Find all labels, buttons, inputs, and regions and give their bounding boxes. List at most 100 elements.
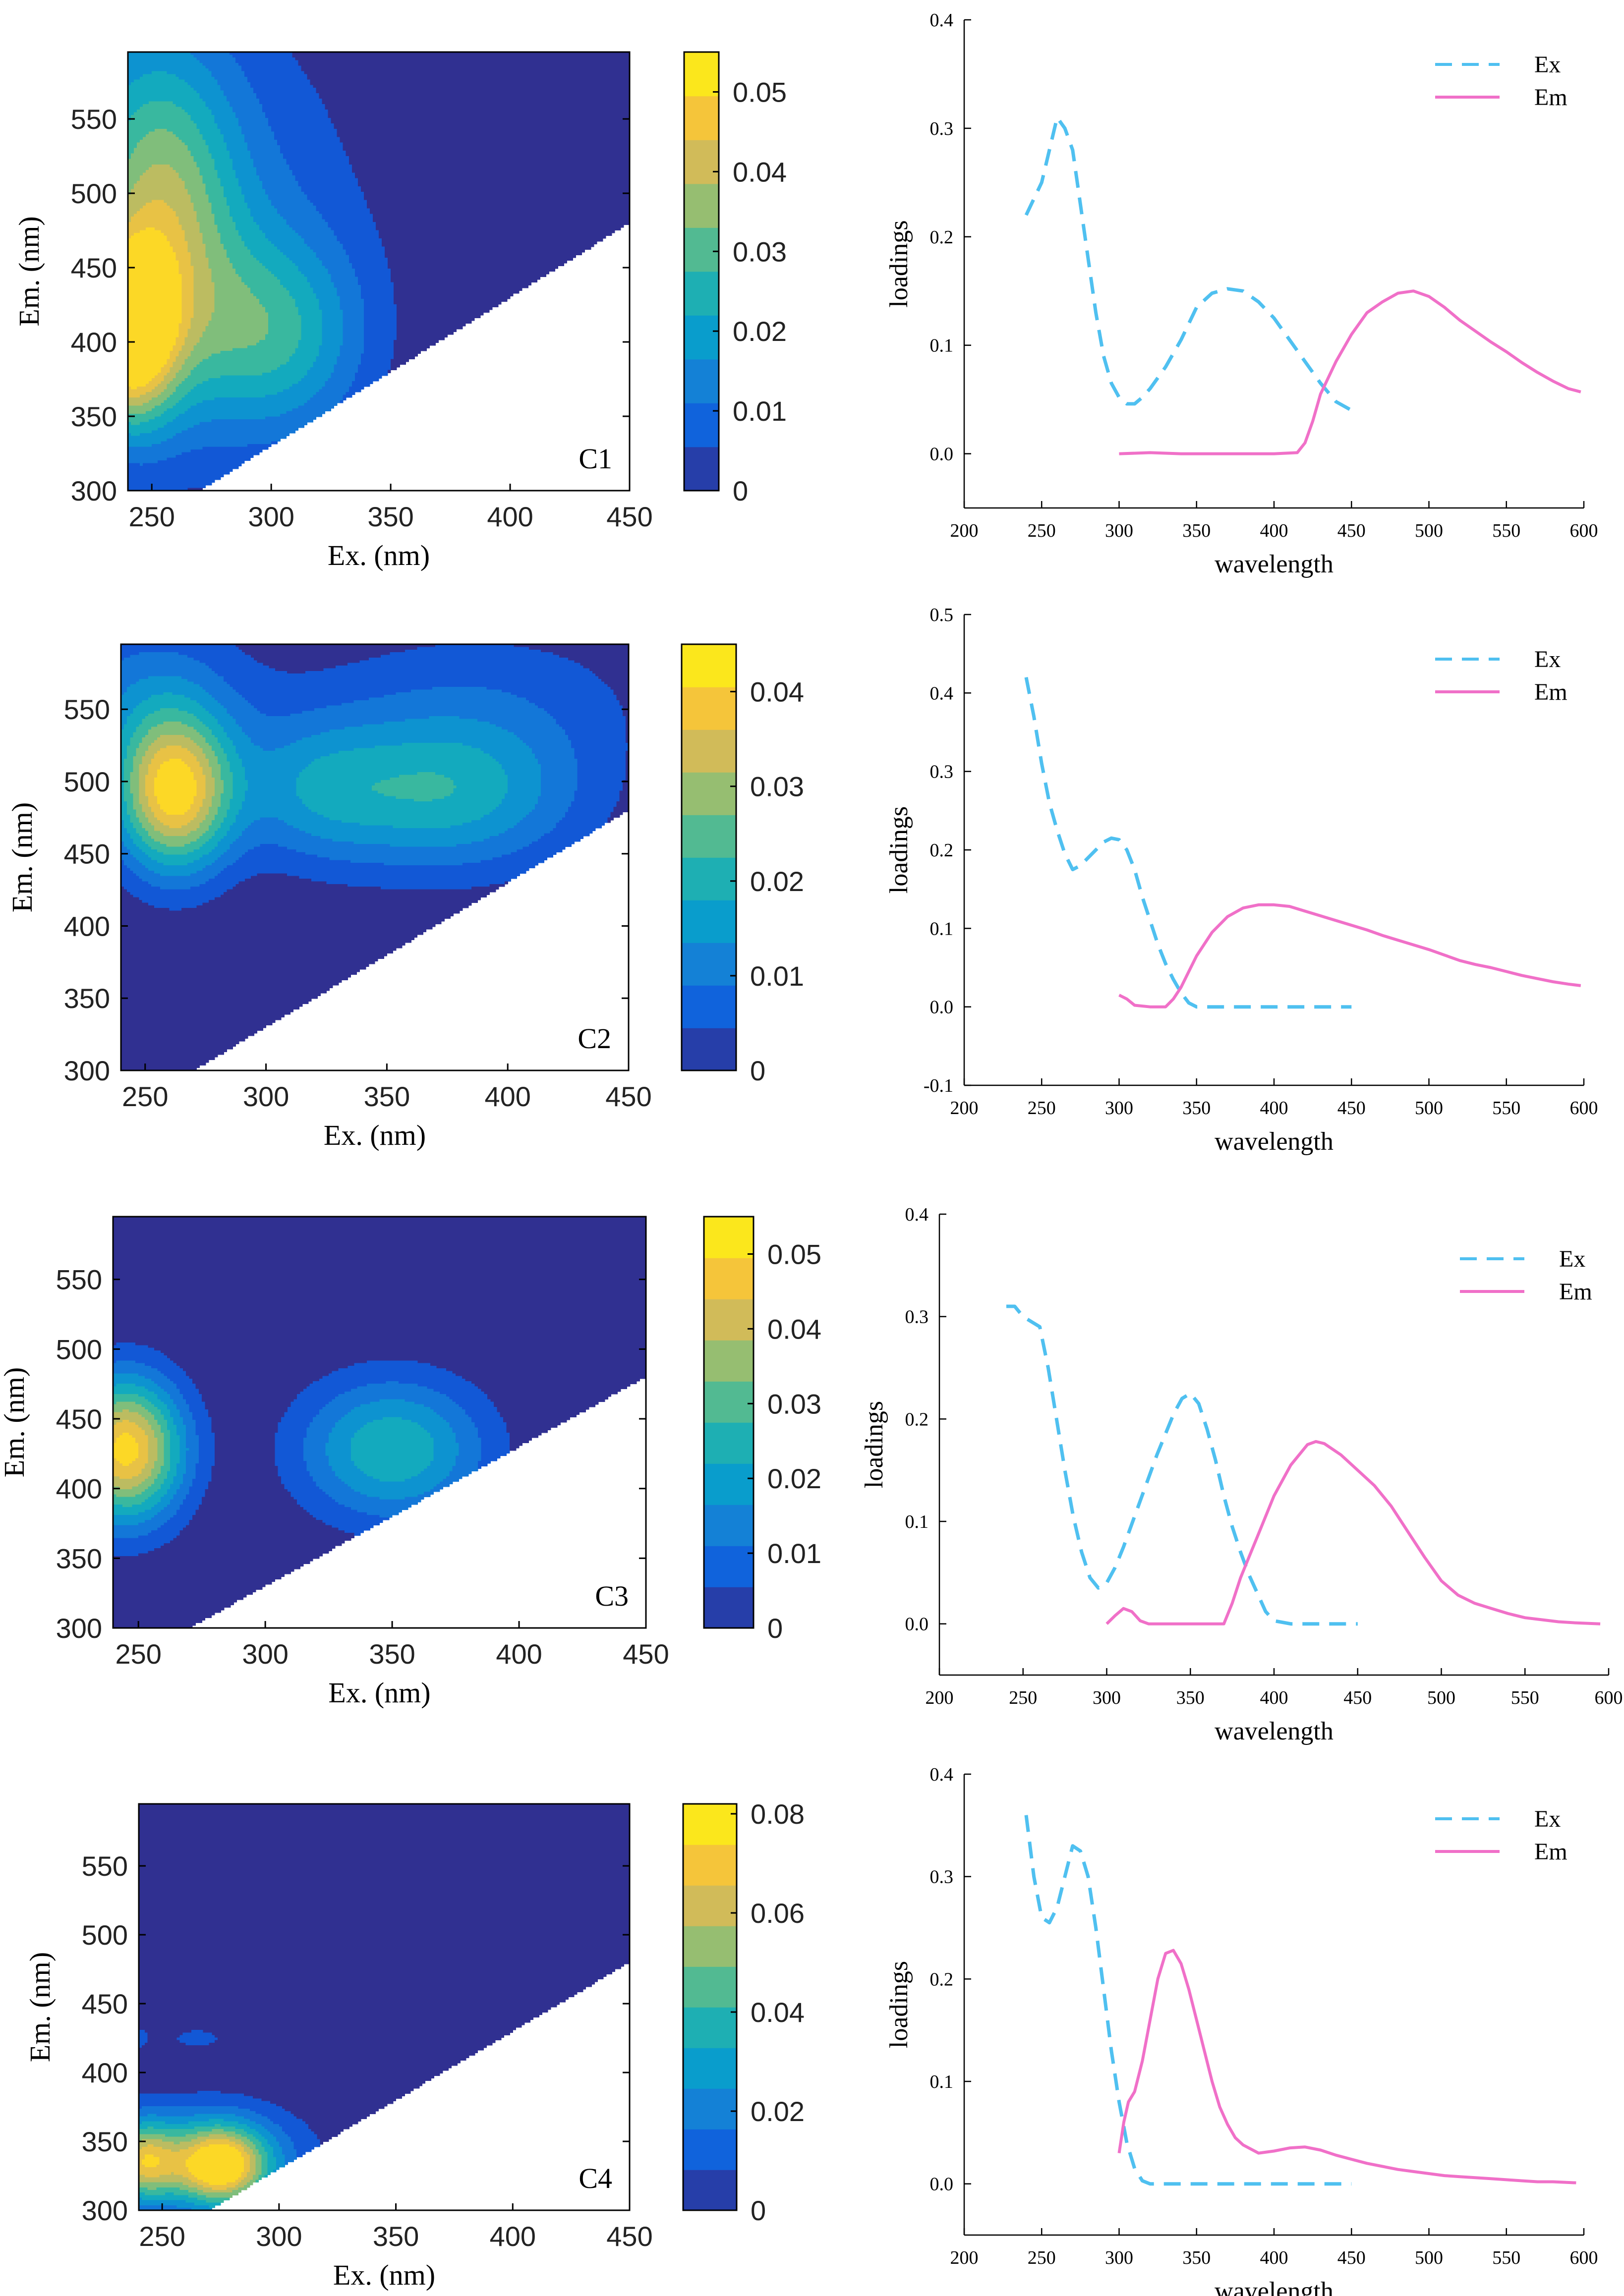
heatmap-cell (495, 77, 499, 80)
heatmap-cell (286, 68, 290, 71)
heatmap-cell (579, 74, 582, 77)
heatmap-cell (286, 74, 290, 77)
heatmap-cell (460, 66, 463, 69)
heatmap-cell (215, 55, 218, 58)
heatmap-cell (445, 66, 448, 69)
heatmap-cell (289, 57, 292, 60)
heatmap-cell (289, 74, 292, 77)
heatmap-cell (492, 71, 496, 74)
heatmap-cell (391, 66, 394, 69)
heatmap-cell (355, 77, 358, 80)
heatmap-cell (268, 60, 272, 63)
heatmap-cell (442, 74, 445, 77)
heatmap-cell (158, 77, 161, 80)
heatmap-cell (301, 55, 304, 58)
heatmap-cell (361, 60, 364, 63)
heatmap-cell (391, 55, 394, 58)
heatmap-cell (391, 77, 394, 80)
heatmap-cell (457, 60, 460, 63)
heatmap-cell (394, 60, 397, 63)
heatmap-cell (564, 66, 567, 69)
heatmap-cell (271, 77, 275, 80)
heatmap-cell (552, 71, 555, 74)
heatmap-cell (253, 60, 257, 63)
heatmap-cell (376, 63, 379, 66)
heatmap-cell (325, 66, 329, 69)
heatmap-cell (445, 71, 448, 74)
heatmap-cell (498, 66, 502, 69)
heatmap-cell (498, 68, 502, 71)
heatmap-cell (567, 55, 571, 58)
heatmap-cell (286, 63, 290, 66)
heatmap-cell (388, 71, 391, 74)
heatmap-cell (167, 74, 170, 77)
heatmap-cell (385, 60, 388, 63)
heatmap-cell (373, 77, 376, 80)
heatmap-cell (316, 60, 320, 63)
heatmap-cell (606, 66, 609, 69)
heatmap-cell (540, 71, 543, 74)
heatmap-cell (373, 68, 376, 71)
heatmap-cell (355, 74, 358, 77)
heatmap-cell (238, 74, 242, 77)
heatmap-cell (534, 63, 537, 66)
heatmap-cell (423, 60, 427, 63)
heatmap-cell (194, 68, 197, 71)
heatmap-cell (322, 68, 326, 71)
heatmap-cell (178, 74, 182, 77)
heatmap-cell (352, 68, 355, 71)
heatmap-cell (334, 60, 338, 63)
heatmap-cell (289, 68, 292, 71)
heatmap-cell (460, 60, 463, 63)
heatmap-cell (411, 68, 415, 71)
heatmap-cell (322, 71, 326, 74)
heatmap-cell (552, 60, 555, 63)
heatmap-cell (274, 77, 278, 80)
heatmap-cell (480, 57, 484, 60)
heatmap-cell (382, 55, 385, 58)
heatmap-cell (513, 74, 517, 77)
heatmap-cell (346, 55, 349, 58)
heatmap-cell (227, 71, 230, 74)
heatmap-cell (403, 74, 406, 77)
heatmap-cell (483, 63, 487, 66)
heatmap-cell (271, 63, 275, 66)
heatmap-cell (259, 55, 263, 58)
heatmap-cell (364, 74, 367, 77)
heatmap-cell (349, 68, 352, 71)
heatmap-cell (310, 77, 313, 80)
heatmap-cell (200, 57, 203, 60)
heatmap-cell (286, 71, 290, 74)
heatmap-cell (585, 68, 588, 71)
heatmap-cell (388, 55, 391, 58)
heatmap-cell (540, 55, 543, 58)
heatmap-cell (146, 63, 149, 66)
heatmap-cell (376, 60, 379, 63)
heatmap-cell (203, 63, 206, 66)
heatmap-cell (271, 60, 275, 63)
heatmap-cell (621, 57, 624, 60)
heatmap-cell (143, 74, 146, 77)
heatmap-cell (468, 77, 472, 80)
heatmap-cell (376, 74, 379, 77)
heatmap-cell (522, 57, 525, 60)
heatmap-cell (585, 60, 588, 63)
heatmap-cell (621, 66, 624, 69)
heatmap-cell (567, 66, 571, 69)
heatmap-cell (495, 71, 499, 74)
heatmap-cell (218, 77, 221, 80)
heatmap-cell (247, 71, 251, 74)
heatmap-cell (615, 55, 618, 58)
heatmap-cell (612, 66, 615, 69)
heatmap-cell (451, 57, 454, 60)
heatmap-cell (137, 68, 140, 71)
heatmap-cell (134, 60, 137, 63)
heatmap-cell (379, 63, 382, 66)
heatmap-cell (373, 57, 376, 60)
heatmap-cell (573, 71, 577, 74)
heatmap-cell (609, 74, 612, 77)
heatmap-cell (307, 71, 310, 74)
heatmap-cell (379, 74, 382, 77)
heatmap-cell (457, 68, 460, 71)
heatmap-cell (143, 68, 146, 71)
